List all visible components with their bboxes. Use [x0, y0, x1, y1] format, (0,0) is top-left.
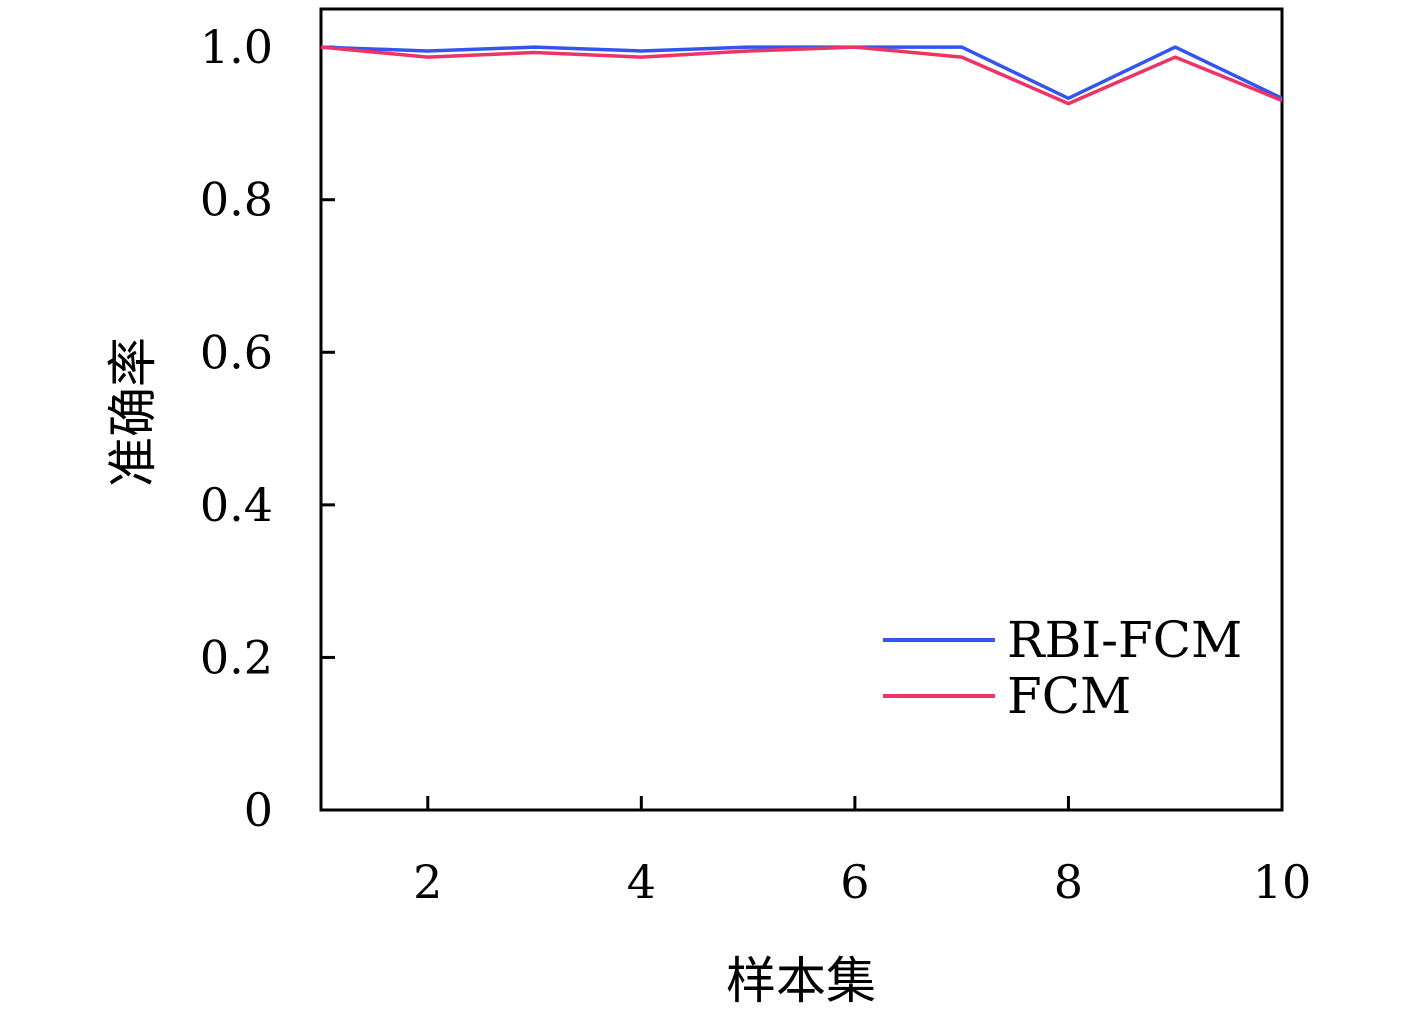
- x-axis-title: 样本集: [726, 952, 876, 1010]
- x-tick-label: 4: [627, 855, 656, 909]
- x-tick-label: 2: [413, 855, 442, 909]
- series-line-0: [320, 45, 1283, 101]
- y-axis-ticks: 0 0.2 0.4 0.6 0.8 1.0: [200, 20, 335, 837]
- y-tick-label: 0.6: [200, 325, 273, 379]
- series-line-1: [320, 45, 1283, 106]
- plot-frame: [319, 7, 1284, 812]
- series-layer: [320, 45, 1283, 106]
- y-tick-label: 1.0: [200, 20, 273, 74]
- x-tick-label: 10: [1253, 855, 1312, 909]
- legend-label: FCM: [1007, 667, 1131, 725]
- y-axis-title: 准确率: [104, 337, 162, 487]
- legend-label: RBI-FCM: [1007, 611, 1242, 669]
- x-tick-label: 6: [840, 855, 869, 909]
- y-tick-label: 0: [244, 783, 273, 837]
- x-tick-label: 8: [1054, 855, 1083, 909]
- x-axis-ticks: 2 4 6 8 10: [413, 796, 1311, 909]
- y-tick-label: 0.4: [200, 478, 273, 532]
- y-tick-label: 0.2: [200, 630, 273, 684]
- y-tick-label: 0.8: [200, 173, 273, 227]
